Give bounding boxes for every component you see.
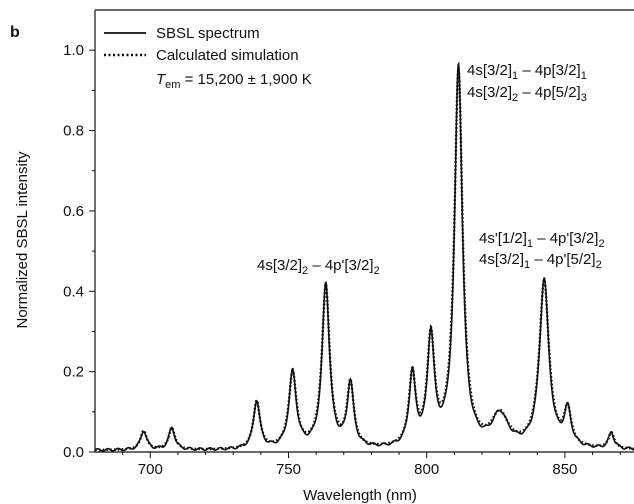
x-tick-labels: 700 750 800 850 (138, 461, 578, 478)
y-tick-label: 0.6 (63, 203, 84, 220)
annotation-peak-811-line2: 4s[3/2]2 – 4p[5/2]3 (467, 84, 587, 104)
panel-label: b (10, 24, 20, 41)
legend-label-sbsl: SBSL spectrum (156, 25, 260, 42)
x-axis-label: Wavelength (nm) (303, 487, 417, 504)
y-tick-label: 1.0 (63, 42, 84, 59)
annotation-peak-842-line2: 4s[3/2]1 – 4p'[5/2]2 (479, 251, 602, 271)
annotation-peak-842-line1: 4s'[1/2]1 – 4p'[3/2]2 (479, 230, 605, 250)
y-tick-label: 0.4 (63, 283, 84, 300)
x-tick-label: 750 (276, 461, 301, 478)
series-sbsl-spectrum (95, 61, 634, 452)
y-tick-label: 0.2 (63, 364, 84, 381)
x-tick-label: 700 (138, 461, 163, 478)
annotation-peak-764: 4s[3/2]2 – 4p'[3/2]2 (257, 257, 380, 277)
y-axis-label: Normalized SBSL intensity (14, 151, 31, 329)
y-tick-label: 0.0 (63, 444, 84, 461)
y-tick-labels: 0.0 0.2 0.4 0.6 0.8 1.0 (63, 42, 84, 461)
legend: SBSL spectrum Calculated simulation Tem … (104, 25, 312, 91)
x-tick-label: 800 (414, 461, 439, 478)
x-tick-label: 850 (552, 461, 577, 478)
temperature-label: Tem = 15,200 ± 1,900 K (156, 71, 312, 91)
annotation-peak-811-line1: 4s[3/2]1 – 4p[3/2]1 (467, 62, 587, 82)
y-tick-label: 0.8 (63, 123, 84, 140)
legend-label-simulation: Calculated simulation (156, 47, 299, 64)
axis-ticks (89, 49, 621, 458)
